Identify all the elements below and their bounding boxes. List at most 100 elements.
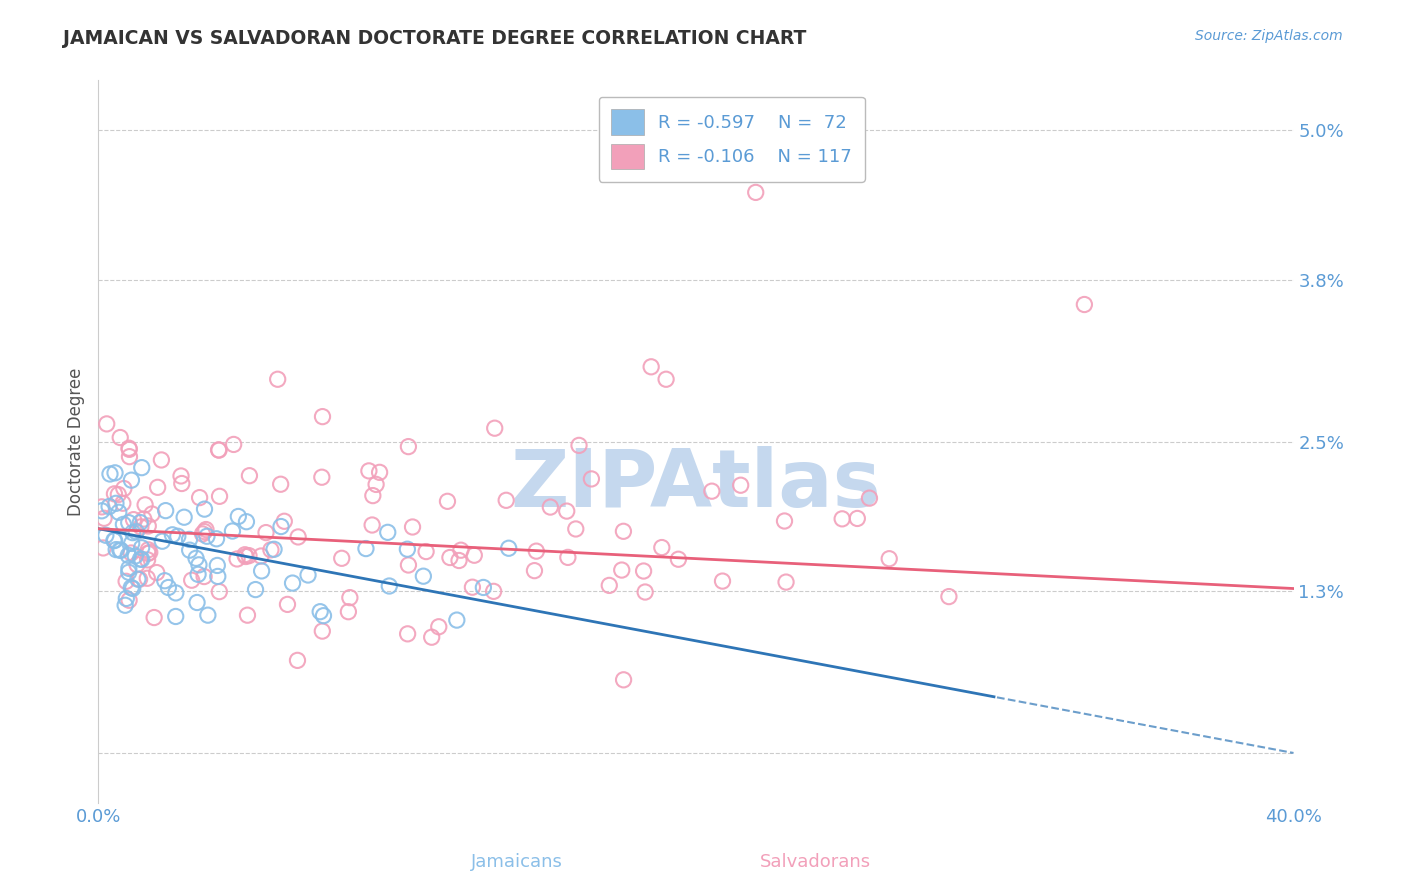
Point — [121, 582, 143, 596]
Point — [197, 608, 219, 623]
Point — [273, 514, 295, 528]
Point — [598, 578, 620, 592]
Point — [368, 466, 391, 480]
Point — [186, 595, 208, 609]
Point — [165, 609, 187, 624]
Point — [361, 489, 384, 503]
Point — [193, 524, 215, 539]
Point — [179, 533, 201, 547]
Point — [139, 545, 162, 559]
Point — [339, 591, 361, 605]
Point — [121, 525, 143, 540]
Point — [191, 527, 214, 541]
Point — [208, 584, 231, 599]
Point — [472, 581, 495, 595]
Point — [634, 585, 657, 599]
Text: Source: ZipAtlas.com: Source: ZipAtlas.com — [1195, 29, 1343, 44]
Point — [655, 372, 678, 386]
Point — [157, 581, 180, 595]
Point — [120, 546, 142, 560]
Point — [226, 552, 249, 566]
Point — [250, 549, 273, 563]
Point — [110, 543, 132, 558]
Point — [136, 571, 159, 585]
Point — [396, 627, 419, 641]
Point — [420, 630, 443, 644]
Point — [104, 466, 127, 480]
Point — [145, 566, 167, 580]
Point — [311, 624, 333, 639]
Point — [125, 524, 148, 539]
Point — [141, 507, 163, 521]
Point — [263, 542, 285, 557]
Point — [484, 421, 506, 435]
Point — [118, 593, 141, 607]
Point — [165, 586, 187, 600]
Point — [98, 500, 121, 514]
Point — [125, 558, 148, 572]
Point — [250, 564, 273, 578]
Text: JAMAICAN VS SALVADORAN DOCTORATE DEGREE CORRELATION CHART: JAMAICAN VS SALVADORAN DOCTORATE DEGREE … — [63, 29, 807, 48]
Point — [773, 514, 796, 528]
Point — [131, 541, 153, 555]
Point — [235, 549, 257, 564]
Point — [150, 534, 173, 549]
Point — [463, 548, 485, 562]
Point — [166, 529, 188, 543]
Point — [297, 568, 319, 582]
Point — [132, 512, 155, 526]
Point — [260, 542, 283, 557]
Point — [711, 574, 734, 588]
Point — [107, 505, 129, 519]
Point — [396, 542, 419, 557]
Point — [207, 442, 229, 457]
Point — [1073, 297, 1095, 311]
Point — [187, 558, 209, 572]
Point — [170, 476, 193, 491]
Point — [94, 528, 117, 542]
Point — [938, 590, 960, 604]
Point — [107, 487, 129, 501]
Point — [745, 186, 768, 200]
Point — [129, 516, 152, 530]
Point — [427, 620, 450, 634]
Point — [415, 544, 437, 558]
Point — [378, 579, 401, 593]
Point — [115, 574, 138, 589]
Point — [187, 567, 209, 582]
Point — [180, 573, 202, 587]
Point — [565, 522, 588, 536]
Point — [115, 591, 138, 606]
Point — [524, 544, 547, 558]
Point — [90, 504, 112, 518]
Point — [364, 477, 387, 491]
Point — [450, 543, 472, 558]
Point — [104, 533, 127, 548]
Point — [155, 503, 177, 517]
Point — [208, 443, 231, 458]
Point — [118, 516, 141, 530]
Point — [858, 491, 880, 505]
Point — [184, 551, 207, 566]
Point — [287, 530, 309, 544]
Point — [122, 513, 145, 527]
Point — [846, 511, 869, 525]
Point — [222, 437, 245, 451]
Point — [330, 551, 353, 566]
Point — [153, 574, 176, 588]
Text: ZIPAtlas: ZIPAtlas — [510, 446, 882, 524]
Point — [93, 511, 115, 525]
Point — [90, 500, 112, 514]
Point — [112, 482, 135, 496]
Point — [831, 512, 853, 526]
Point — [612, 524, 634, 539]
Point — [245, 582, 267, 597]
Point — [120, 473, 142, 487]
Point — [461, 580, 484, 594]
Point — [188, 491, 211, 505]
Point — [354, 541, 377, 556]
Point — [568, 438, 591, 452]
Point — [170, 469, 193, 483]
Point — [207, 569, 229, 583]
Point — [446, 613, 468, 627]
